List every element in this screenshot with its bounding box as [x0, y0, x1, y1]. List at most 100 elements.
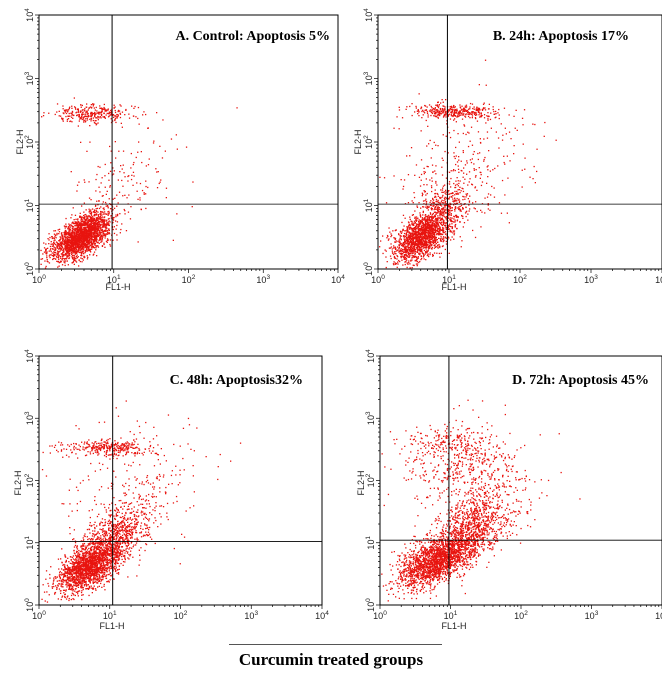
- scatter-point: [401, 244, 403, 247]
- scatter-point: [424, 104, 426, 107]
- scatter-point: [444, 200, 447, 203]
- scatter-point: [93, 243, 95, 245]
- scatter-point: [120, 165, 122, 167]
- scatter-point: [409, 263, 411, 265]
- scatter-point: [72, 228, 75, 230]
- panel-a: A. Control: Apoptosis 5% 100100101101102…: [15, 8, 345, 292]
- scatter-point: [132, 115, 135, 117]
- scatter-point: [450, 219, 453, 222]
- scatter-point: [63, 251, 65, 253]
- scatter-point: [77, 219, 79, 221]
- scatter-point: [119, 116, 122, 119]
- scatter-point: [431, 228, 433, 230]
- scatter-point: [107, 223, 109, 225]
- scatter-point: [442, 105, 444, 107]
- scatter-point: [414, 226, 417, 228]
- scatter-point: [77, 244, 79, 246]
- scatter-point: [50, 243, 52, 245]
- scatter-point: [428, 238, 430, 240]
- scatter-point: [424, 109, 426, 111]
- scatter-point: [385, 266, 387, 269]
- scatter-point: [394, 241, 396, 243]
- scatter-point: [422, 214, 424, 216]
- scatter-point: [438, 221, 441, 223]
- scatter-point: [403, 225, 405, 227]
- scatter-point: [80, 222, 82, 225]
- scatter-point: [411, 229, 413, 231]
- scatter-point: [449, 225, 451, 227]
- scatter-point: [439, 233, 442, 235]
- scatter-point: [51, 254, 54, 257]
- scatter-point: [443, 115, 445, 117]
- scatter-point: [432, 242, 434, 245]
- scatter-point: [74, 237, 76, 240]
- scatter-point: [434, 107, 436, 109]
- scatter-point: [90, 113, 92, 115]
- scatter-point: [61, 242, 63, 244]
- scatter-point: [423, 206, 425, 208]
- scatter-point: [444, 198, 446, 201]
- scatter-point: [433, 216, 435, 218]
- scatter-point: [79, 249, 81, 251]
- scatter-point: [147, 186, 149, 189]
- scatter-point: [54, 239, 56, 241]
- scatter-point: [464, 212, 467, 214]
- x-tick-label: 101: [107, 274, 121, 285]
- scatter-point: [99, 237, 101, 239]
- scatter-point: [68, 247, 70, 249]
- scatter-point: [76, 111, 78, 113]
- scatter-point: [409, 238, 412, 240]
- scatter-point: [442, 112, 444, 114]
- scatter-point: [442, 218, 444, 221]
- scatter-point: [79, 251, 81, 254]
- scatter-point: [109, 203, 111, 205]
- scatter-point: [424, 216, 427, 218]
- scatter-point: [75, 255, 77, 258]
- scatter-point: [52, 248, 54, 250]
- scatter-point: [99, 234, 101, 236]
- scatter-point: [400, 232, 403, 234]
- scatter-point: [457, 193, 460, 195]
- scatter-point: [401, 259, 403, 261]
- scatter-point: [390, 235, 392, 238]
- scatter-point: [489, 118, 492, 121]
- scatter-point: [128, 175, 130, 177]
- scatter-point: [404, 217, 406, 219]
- scatter-point: [392, 263, 395, 265]
- scatter-point: [98, 207, 101, 210]
- scatter-point: [469, 178, 471, 180]
- scatter-point: [133, 161, 135, 164]
- scatter-point: [434, 237, 436, 239]
- scatter-point: [80, 254, 82, 257]
- scatter-point: [434, 195, 436, 197]
- scatter-point: [422, 242, 424, 245]
- scatter-point: [466, 210, 468, 212]
- scatter-point: [90, 111, 92, 114]
- scatter-point: [89, 249, 91, 251]
- scatter-point: [437, 106, 440, 109]
- scatter-point: [448, 193, 451, 195]
- scatter-point: [95, 120, 97, 122]
- scatter-point: [448, 206, 450, 208]
- scatter-point: [79, 229, 81, 231]
- scatter-point: [70, 236, 72, 239]
- scatter-point: [84, 242, 87, 244]
- scatter-point: [437, 101, 439, 104]
- scatter-point: [406, 231, 408, 233]
- scatter-point: [90, 234, 92, 236]
- scatter-point: [90, 120, 92, 122]
- scatter-point: [78, 251, 80, 253]
- scatter-point: [406, 246, 408, 248]
- scatter-point: [88, 208, 90, 210]
- scatter-point: [94, 205, 97, 207]
- scatter-point: [71, 256, 73, 258]
- scatter-point: [112, 209, 114, 211]
- scatter-point: [58, 262, 60, 264]
- scatter-point: [449, 223, 451, 225]
- scatter-point: [42, 115, 45, 117]
- scatter-point: [114, 197, 116, 199]
- scatter-point: [83, 237, 85, 239]
- scatter-point: [73, 231, 76, 234]
- scatter-point: [415, 228, 417, 231]
- scatter-point: [79, 223, 81, 225]
